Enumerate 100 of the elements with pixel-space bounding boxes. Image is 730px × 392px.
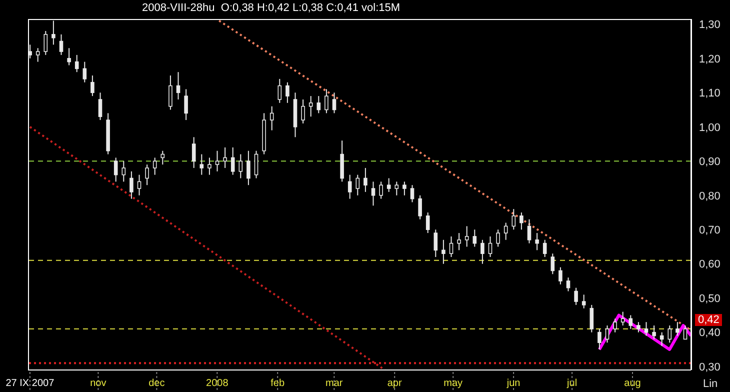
candlestick [356, 174, 360, 196]
x-tick-label: may [444, 378, 463, 389]
candlestick [449, 236, 454, 258]
candlestick [59, 34, 64, 56]
candlestick [535, 232, 539, 251]
candlestick [605, 324, 610, 344]
candlestick [316, 96, 321, 114]
y-tick-label: 1,00 [699, 122, 720, 134]
y-tick-label: 1,20 [699, 53, 720, 66]
y-tick-label: 0,80 [699, 190, 720, 202]
candlestick [527, 218, 532, 244]
candlestick [114, 157, 118, 182]
candlestick [496, 229, 500, 248]
candlestick [301, 98, 305, 124]
y-tick-label: 1,10 [699, 88, 720, 100]
x-tick-label: jun [506, 378, 520, 389]
candlestick [488, 236, 492, 258]
candlestick [542, 239, 547, 258]
candlestick [598, 328, 602, 350]
y-tick-label: 1,30 [699, 19, 720, 32]
candlestick [512, 208, 516, 230]
candlestick [558, 266, 562, 285]
candlestick [137, 174, 142, 196]
candlestick [145, 164, 149, 186]
candlestick [394, 181, 399, 196]
candlestick [613, 318, 617, 333]
candlestick [208, 157, 212, 176]
candlestick [652, 324, 656, 340]
candlestick [434, 229, 438, 258]
candlestick [590, 304, 594, 333]
candlestick [176, 72, 180, 100]
candlestick [371, 181, 376, 206]
candlestick [472, 229, 477, 248]
candlestick [152, 157, 157, 176]
x-tick-label: 27 IX 2007 [6, 378, 55, 389]
candlestick [98, 92, 102, 121]
x-tick-label: feb [270, 378, 285, 389]
candlestick [457, 232, 461, 251]
candlestick [44, 30, 48, 56]
candlestick [348, 174, 352, 200]
candlestick [340, 140, 344, 182]
candlestick [286, 82, 290, 104]
candlestick [130, 170, 134, 200]
x-tick-label: jul [566, 378, 578, 389]
candlestick [574, 287, 578, 306]
candlestick [418, 194, 422, 220]
candlestick [200, 154, 204, 176]
y-tick-label: 0,30 [699, 361, 720, 374]
candlestick [550, 253, 555, 275]
candlestick [308, 96, 313, 118]
candlestick [668, 324, 672, 344]
text: Lin [703, 378, 718, 390]
candlestick [82, 61, 87, 83]
candlestick [426, 212, 430, 234]
candlestick [90, 75, 94, 97]
candlestick [480, 239, 484, 264]
candlestick [364, 167, 368, 192]
y-tick-label: 0,90 [699, 156, 720, 168]
candlestick [160, 150, 165, 166]
candlestick [168, 75, 172, 110]
candlestick [230, 146, 235, 176]
candlestick [254, 150, 258, 179]
text: 0,42 [695, 314, 722, 326]
candlestick [660, 332, 664, 347]
candlestick [67, 48, 71, 66]
candlestick [122, 160, 126, 182]
candlestick [74, 54, 79, 73]
y-tick-label: 0,50 [699, 292, 720, 305]
candlestick [379, 181, 383, 200]
candlestick [410, 184, 414, 203]
candlestick [442, 239, 446, 264]
candlestick [324, 88, 328, 114]
candlestick [52, 20, 56, 46]
x-tick-label: apr [387, 378, 402, 389]
candlestick [270, 106, 274, 131]
candlestick [223, 146, 227, 168]
candlestick [402, 181, 406, 196]
candlestick [566, 277, 570, 292]
candlestick [676, 322, 680, 336]
line-series [598, 314, 691, 351]
x-tick-label: 2008 [206, 378, 229, 389]
candlestick [246, 150, 250, 186]
candlestick [683, 324, 688, 340]
candlestick [238, 154, 243, 179]
candlestick [192, 136, 196, 168]
candlestick [464, 226, 469, 248]
candlestick [332, 92, 336, 114]
candlestick [636, 322, 640, 333]
x-tick-label: dec [148, 378, 165, 389]
candlestick [582, 294, 586, 309]
y-tick-label: 0,60 [699, 258, 720, 271]
y-tick-label: 0,70 [699, 224, 720, 237]
candlestick [620, 311, 625, 326]
candlestick [628, 314, 633, 330]
x-tick-label: aug [624, 378, 641, 389]
text: 2008-VIII-28hu [142, 2, 215, 14]
candlestick [184, 88, 188, 121]
x-tick-label: mar [326, 378, 344, 389]
candlestick [36, 48, 40, 62]
candlestick [215, 150, 220, 172]
